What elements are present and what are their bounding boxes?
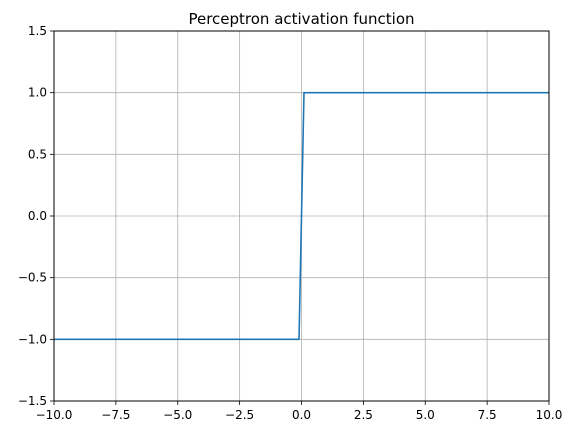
x-tick-label: −10.0	[36, 408, 73, 422]
y-tick-label: −1.5	[18, 394, 47, 408]
y-tick-label: −0.5	[18, 271, 47, 285]
y-tick-label: 1.5	[28, 24, 47, 38]
chart-title: Perceptron activation function	[188, 10, 414, 28]
x-tick-label: −5.0	[163, 408, 192, 422]
series-layer	[54, 91, 549, 341]
y-tick-label: 0.5	[28, 147, 47, 161]
y-axis: −1.5 −1.0 −0.5 0.0 0.5 1.0 1.5	[18, 24, 54, 408]
x-tick-label: 7.5	[478, 408, 497, 422]
x-tick-label: 5.0	[416, 408, 435, 422]
y-tick-label: −1.0	[18, 332, 47, 346]
x-axis: −10.0 −7.5 −5.0 −2.5 0.0 2.5 5.0 7.5 10.0	[36, 401, 563, 422]
y-tick-label: 1.0	[28, 86, 47, 100]
x-tick-label: 0.0	[292, 408, 311, 422]
y-tick-label: 0.0	[28, 209, 47, 223]
x-tick-label: −2.5	[225, 408, 254, 422]
x-tick-label: −7.5	[101, 408, 130, 422]
series-line-0	[54, 91, 549, 341]
x-tick-label: 10.0	[536, 408, 563, 422]
x-tick-label: 2.5	[354, 408, 373, 422]
